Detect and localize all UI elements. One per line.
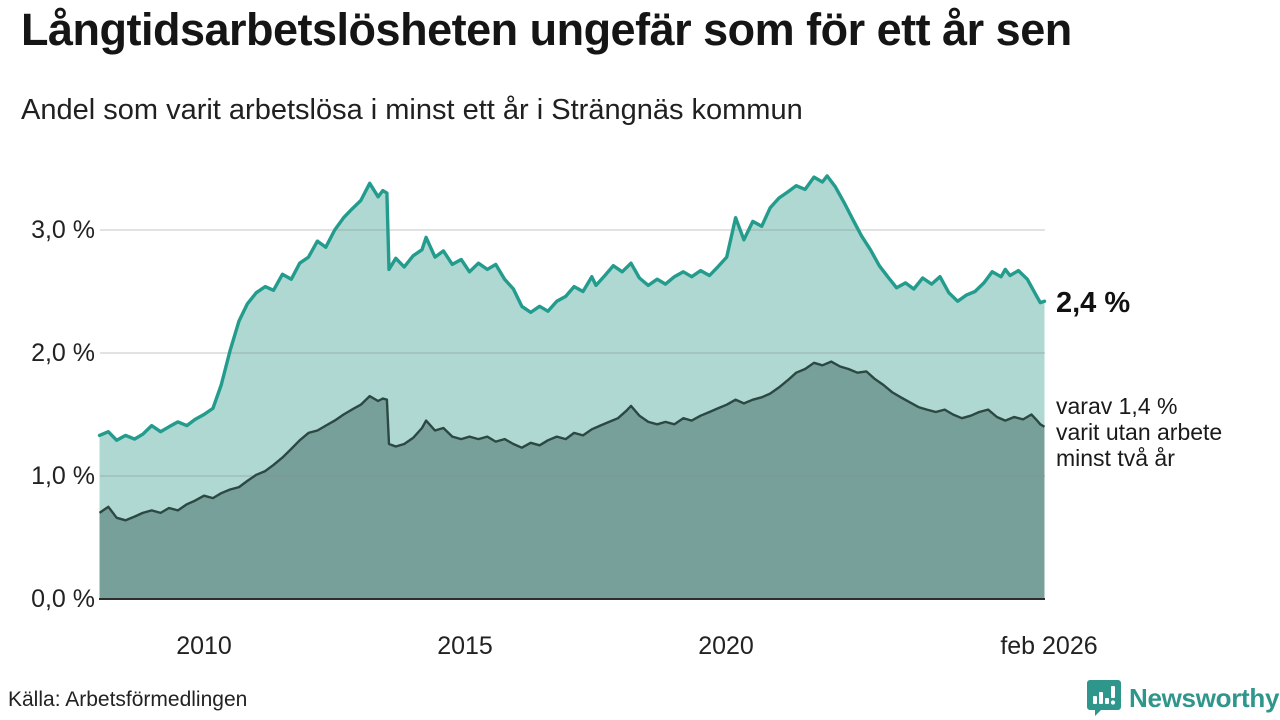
x-tick-2010: 2010: [176, 632, 232, 660]
chart-subtitle: Andel som varit arbetslösa i minst ett å…: [21, 94, 803, 126]
y-tick-1: 1,0 %: [31, 462, 95, 490]
chart-title: Långtidsarbetslösheten ungefär som för e…: [21, 4, 1072, 55]
annotation-line-1: varav 1,4 %: [1056, 393, 1178, 419]
y-tick-3: 3,0 %: [31, 216, 95, 244]
newsworthy-speech-bubble-icon: [1087, 680, 1121, 716]
series-2yr-line: [98, 360, 1046, 522]
x-tick-2015: 2015: [437, 632, 493, 660]
newsworthy-wordmark: Newsworthy: [1129, 682, 1280, 713]
series-1yr-line: [97, 174, 1047, 442]
x-tick-2020: 2020: [698, 632, 754, 660]
source-note: Källa: Arbetsförmedlingen: [8, 688, 248, 711]
gridlines: [100, 229, 1045, 477]
newsworthy-logo: Newsworthy: [1086, 679, 1279, 717]
series-1yr-end-value: 2,4 %: [1056, 287, 1131, 319]
annotation-line-3: minst två år: [1056, 445, 1175, 471]
annotation-line-2: varit utan arbete: [1056, 419, 1223, 445]
series-2yr-annotation: varav 1,4 % varit utan arbete minst två …: [1056, 393, 1222, 471]
x-tick-feb2026: feb 2026: [1000, 632, 1098, 660]
y-tick-2: 2,0 %: [31, 339, 95, 367]
y-tick-0: 0,0 %: [31, 585, 95, 613]
